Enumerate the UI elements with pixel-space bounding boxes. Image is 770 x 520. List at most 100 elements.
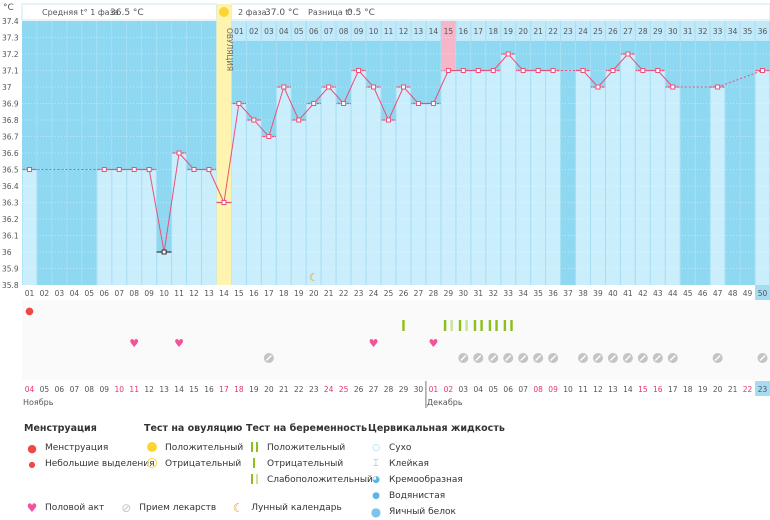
- temperature-point: [520, 68, 526, 73]
- phase2-day-cell: [665, 21, 680, 41]
- y-tick-label: 36.4: [2, 182, 19, 191]
- temperature-point: [386, 117, 392, 123]
- ovulation-column: [216, 4, 232, 285]
- phase2-day-label: 02: [249, 27, 259, 36]
- moon-icon: ☾: [232, 501, 244, 515]
- phase2-day-label: 33: [713, 27, 723, 36]
- phase2-day-label: 27: [623, 27, 633, 36]
- cycle-day-label: 18: [279, 289, 289, 298]
- phase2-day-label: 07: [324, 27, 334, 36]
- phase2-day-label: 15: [444, 27, 454, 36]
- phase2-day-label: 04: [279, 27, 289, 36]
- sun-outline-icon: [144, 457, 160, 471]
- temperature-point: [356, 68, 362, 73]
- date-label: 23: [309, 385, 319, 394]
- temperature-line-segment: [328, 86, 345, 104]
- phase2-day-label: 08: [339, 27, 349, 36]
- temperature-bar: [172, 153, 187, 285]
- cycle-day-label: 10: [159, 289, 169, 298]
- pill-stripe: [639, 354, 646, 362]
- phase2-day-cell: [725, 21, 740, 41]
- cycle-day-label: 46: [698, 289, 708, 298]
- temperature-line-segment: [492, 53, 509, 71]
- phase2-day-cell: [590, 21, 605, 41]
- phase2-day-label: 01: [234, 27, 244, 36]
- diff-value: 0.5 °C: [347, 8, 375, 18]
- temperature-bar: [336, 103, 351, 285]
- y-tick-label: 35.8: [2, 281, 19, 290]
- legend-label: Небольшие выделения: [45, 459, 155, 469]
- y-tick-label: 37.3: [2, 34, 19, 43]
- temperature-bar: [516, 70, 531, 285]
- date-label: 28: [384, 385, 394, 394]
- temperature-point: [26, 167, 32, 172]
- phase2-day-cell: [695, 21, 710, 41]
- temperature-line-segment: [657, 70, 674, 88]
- creamy-icon: ◕: [372, 475, 380, 485]
- temperature-point: [236, 101, 242, 106]
- pregnancy-test-mark: [495, 320, 498, 331]
- phase2-day-label: 25: [593, 27, 603, 36]
- temperature-point: [296, 117, 302, 123]
- sun-filled-icon: [144, 441, 160, 455]
- date-label: 20: [713, 385, 723, 394]
- cycle-day-label: 30: [459, 289, 469, 298]
- temperature-line-segment: [283, 86, 300, 121]
- temperature-line-segment: [268, 86, 285, 137]
- phase2-day-label: 06: [309, 27, 319, 36]
- phase2-day-cell: [561, 21, 576, 41]
- cycle-day-label: 03: [55, 289, 65, 298]
- date-label: 22: [743, 385, 753, 394]
- y-tick-label: 36.3: [2, 199, 19, 208]
- cycle-day-label: 12: [189, 289, 199, 298]
- temperature-point: [161, 249, 167, 255]
- diff-label: Разница t°: [308, 8, 352, 17]
- phase2-day-cell: [411, 21, 426, 41]
- phase2-day-label: 05: [294, 27, 304, 36]
- phase2-day-label: 09: [354, 27, 364, 36]
- temperature-line-segment: [208, 169, 225, 203]
- date-label: 04: [25, 385, 35, 394]
- temperature-bar: [635, 70, 650, 285]
- temperature-line-segment: [432, 70, 449, 104]
- cycle-day-label: 48: [728, 289, 738, 298]
- legend-label: Лунный календарь: [251, 503, 342, 513]
- temperature-bar: [590, 87, 605, 285]
- temperature-line-segment: [582, 70, 599, 88]
- temperature-line-segment: [373, 86, 389, 121]
- phase2-day-cell: [605, 21, 620, 41]
- temperature-line-segment: [597, 70, 614, 88]
- phase2-day-label: 32: [698, 27, 708, 36]
- date-label: 09: [548, 385, 558, 394]
- watery-icon: ●: [372, 491, 380, 501]
- phase2-day-label: 31: [683, 27, 693, 36]
- phase2-day-label: 28: [638, 27, 648, 36]
- temperature-bar: [456, 70, 471, 285]
- phase2-day-cell: [576, 21, 590, 41]
- cycle-day-label: 28: [429, 289, 439, 298]
- temperature-point: [715, 84, 721, 90]
- temperature-line-segment: [507, 53, 524, 71]
- date-label: 08: [85, 385, 95, 394]
- phase2-day-cell: [396, 21, 411, 41]
- cycle-day-label: 13: [204, 289, 214, 298]
- temperature-point: [625, 51, 631, 57]
- date-label: 16: [653, 385, 663, 394]
- phase2-day-cell: [366, 21, 381, 41]
- cycle-day-label: 40: [608, 289, 618, 298]
- cycle-day-label: 02: [40, 289, 50, 298]
- test-weak-icon: [246, 473, 262, 487]
- temperature-point: [640, 68, 646, 73]
- temperature-line-segment: [313, 86, 330, 104]
- pill-stripe: [520, 354, 527, 362]
- legend-other: ♥ Половой акт ⊘ Прием лекарств ☾ Лунный кал…: [24, 500, 342, 516]
- temperature-bar: [546, 70, 561, 285]
- y-tick-label: 36.2: [2, 215, 19, 224]
- phase2-day-cell: [321, 21, 336, 41]
- cycle-day-label: 29: [444, 289, 454, 298]
- cycle-day-label: 43: [653, 289, 663, 298]
- y-tick-label: 37.4: [2, 17, 19, 26]
- temperature-bar: [22, 169, 37, 285]
- pregnancy-test-mark: [488, 320, 492, 331]
- phase2-day-cell: [336, 21, 351, 41]
